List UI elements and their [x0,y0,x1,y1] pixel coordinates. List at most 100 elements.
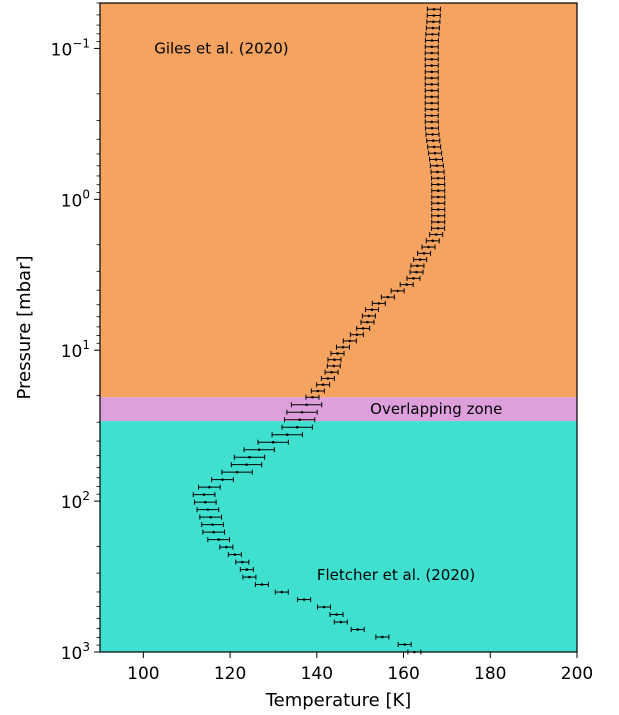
plot-frame [99,2,578,653]
errorbar-point-47 [371,300,386,306]
region-label-2: Fletcher et al. (2020) [317,566,475,584]
errorbar-point-73 [211,477,234,483]
y-tick-label-2: 101 [61,338,90,362]
errorbar-point-68 [257,439,289,445]
errorbar-point-40 [413,257,428,263]
errorbar-point-38 [421,244,436,250]
errorbar-point-62 [305,394,320,400]
errorbar-point-77 [196,507,220,513]
y-axis-label: Pressure [mbar] [14,255,35,399]
region-bands [100,3,577,652]
errorbar-point-88 [274,589,289,595]
errorbar-point-43 [406,275,421,281]
errorbar-point-93 [350,627,365,633]
errorbar-point-6 [424,44,439,50]
errorbar-point-81 [207,537,231,543]
y-tick-label-1: 100 [61,187,90,211]
errorbar-point-86 [242,574,257,580]
errorbar-point-71 [230,462,263,468]
errorbar-point-31 [431,200,446,206]
errorbar-point-37 [425,238,440,244]
errorbar-point-5 [424,38,439,44]
errorbar-point-72 [221,469,253,475]
errorbar-point-76 [193,499,217,505]
errorbar-point-83 [227,552,242,558]
errorbar-point-34 [431,219,446,225]
errorbar-point-26 [430,169,445,175]
errorbar-point-4 [425,31,440,37]
errorbar-point-46 [380,294,395,300]
errorbar-point-84 [235,559,250,565]
errorbar-point-95 [397,642,412,648]
errorbar-point-10 [424,69,439,75]
errorbar-point-35 [431,225,446,231]
errorbar-point-2 [426,19,441,25]
errorbar-point-32 [431,207,446,213]
errorbar-point-39 [417,250,432,256]
region-labels: Giles et al. (2020) Overlapping zone Fletc… [154,39,502,584]
errorbar-point-24 [429,156,444,162]
y-axis-ticks: 10−1 100 101 102 103 [51,2,100,664]
errorbar-point-18 [424,119,439,125]
errorbar-point-1 [426,13,441,19]
region-band-0 [100,3,577,398]
x-tick-label-2: 140 [301,664,333,684]
x-axis-ticks: 100 120 140 160 180 200 [127,652,593,684]
errorbar-point-52 [349,332,364,338]
x-axis-label: Temperature [K] [265,690,412,711]
errorbar-point-74 [198,484,221,490]
errorbar-point-36 [429,232,444,238]
errorbar-point-57 [326,363,341,369]
errorbar-point-28 [431,181,446,187]
errorbar-point-63 [290,402,323,408]
errorbar-point-45 [390,288,405,294]
errorbar-point-80 [202,529,226,535]
errorbar-point-21 [426,138,441,144]
errorbar-point-60 [316,382,331,388]
errorbar-point-29 [431,188,446,194]
x-tick-label-3: 160 [387,664,419,684]
errorbar-point-79 [201,522,224,528]
errorbar-point-66 [281,424,313,430]
errorbar-point-51 [356,325,371,331]
errorbar-point-27 [431,175,446,181]
errorbar-point-13 [424,88,439,94]
region-label-1: Overlapping zone [370,400,502,418]
errorbar-point-91 [329,612,344,618]
errorbar-point-54 [335,344,350,350]
errorbar-point-9 [424,63,439,69]
errorbar-point-67 [271,432,303,438]
errorbar-point-87 [254,582,269,588]
errorbar-point-8 [424,56,439,62]
errorbar-point-70 [233,454,266,460]
errorbar-point-64 [286,409,318,415]
errorbar-point-65 [283,417,316,423]
errorbar-point-56 [327,357,342,363]
errorbar-point-22 [427,144,442,150]
errorbar-point-0 [426,6,441,12]
errorbar-point-49 [361,313,376,319]
region-label-0: Giles et al. (2020) [154,39,288,57]
errorbar-point-58 [324,369,339,375]
x-tick-label-1: 120 [214,664,246,684]
errorbar-point-20 [425,131,440,137]
errorbar-point-19 [424,125,439,131]
errorbar-point-55 [330,350,345,356]
errorbar-point-44 [399,282,414,288]
x-tick-label-0: 100 [127,664,159,684]
errorbar-point-85 [239,567,254,573]
errorbar-point-25 [429,163,444,169]
errorbar-point-78 [199,514,223,520]
errorbar-point-15 [424,100,439,106]
errorbar-point-61 [310,388,325,394]
errorbar-point-94 [375,634,390,640]
errorbar-point-89 [297,597,312,603]
errorbar-point-23 [428,150,443,156]
errorbar-point-30 [431,194,446,200]
x-tick-label-5: 200 [561,664,593,684]
errorbar-point-7 [424,50,439,56]
errorbar-point-75 [192,492,216,498]
x-tick-label-4: 180 [474,664,506,684]
errorbar-point-92 [333,619,348,625]
